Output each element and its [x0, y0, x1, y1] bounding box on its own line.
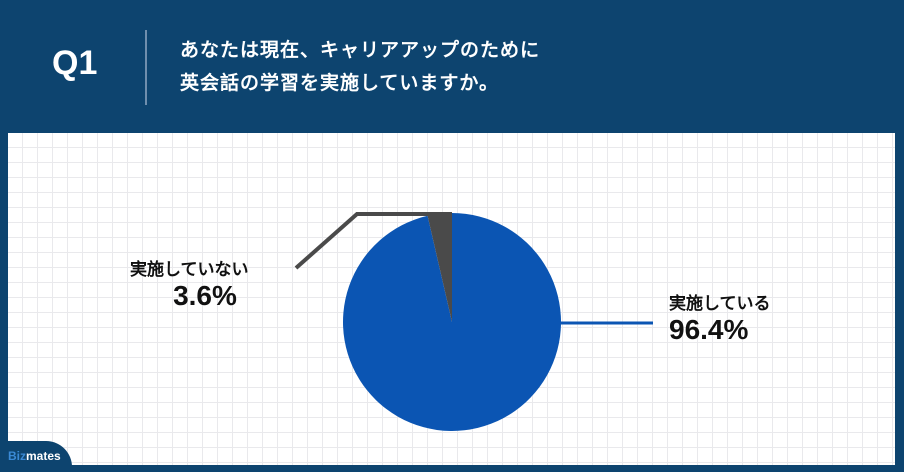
pie-slice-no — [427, 213, 452, 322]
no-leader-line — [294, 212, 452, 270]
no-label-value: 3.6% — [173, 280, 237, 311]
bizmates-logo: Bizmates — [0, 441, 72, 472]
question-number: Q1 — [52, 44, 98, 82]
pie-slice-yes — [342, 213, 561, 431]
question-line-1: あなたは現在、キャリアアップのために — [180, 39, 541, 61]
header: Q1 あなたは現在、キャリアアップのために 英会話の学習を実施していますか。 — [0, 0, 904, 133]
no-label-name: 実施していない — [130, 260, 249, 280]
yes-label-name: 実施している — [669, 294, 771, 314]
yes-label: 実施している 96.4% — [669, 289, 771, 346]
header-divider — [145, 30, 147, 105]
yes-label-value: 96.4% — [669, 314, 749, 345]
question-line-2: 英会話の学習を実施していますか。 — [180, 72, 500, 94]
question-text: あなたは現在、キャリアアップのために 英会話の学習を実施していますか。 — [180, 34, 540, 100]
no-label: 実施していない 3.6% — [130, 255, 280, 312]
